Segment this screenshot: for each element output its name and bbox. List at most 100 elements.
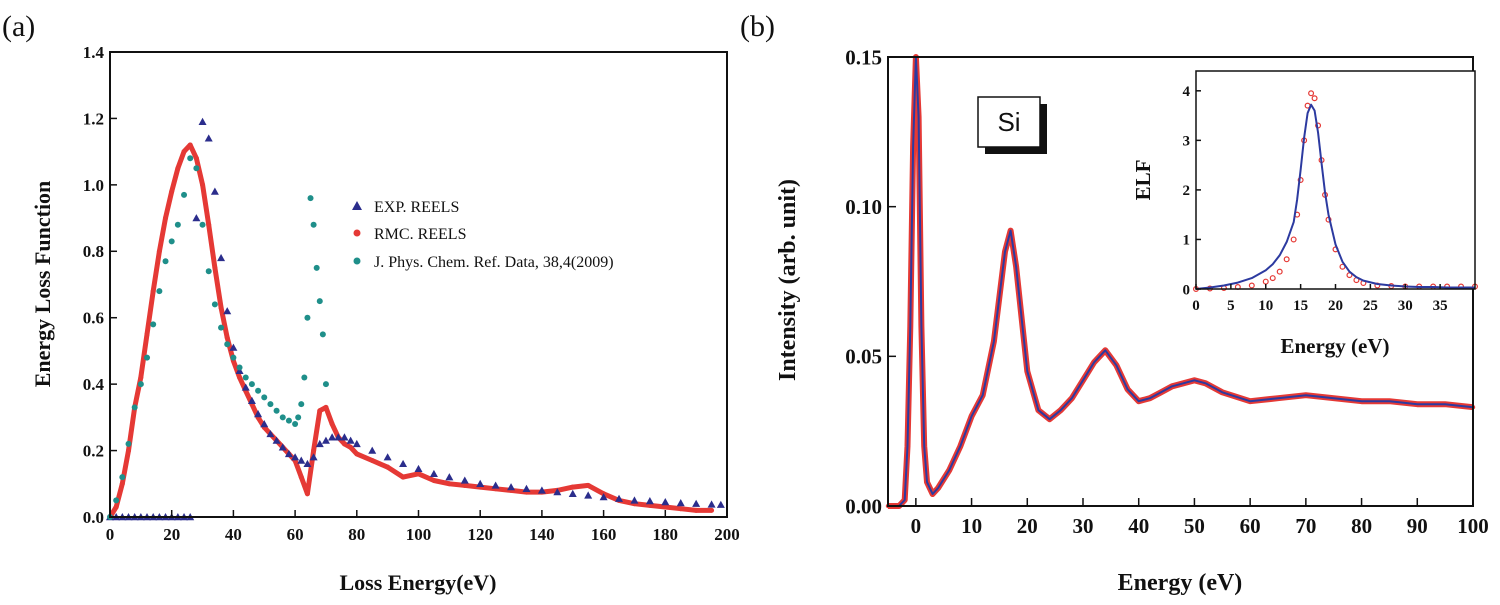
inset-y-tick-label: 3	[1183, 134, 1191, 150]
si-annotation-box: Si	[977, 96, 1047, 154]
panel-a-y-tick-label: 0.4	[83, 375, 105, 394]
elf-data-point	[1269, 275, 1276, 282]
panel-a-x-tick-label: 20	[163, 525, 180, 544]
jpcrd-point	[119, 474, 126, 481]
exp-reels-point	[198, 117, 207, 125]
panel-a-x-tick-label: 0	[106, 525, 115, 544]
panel-a: (a) 0 20 40 60 80 100 120 140 160 180 200 0.00.20.…	[2, 10, 740, 595]
rmc-reels-point	[200, 182, 206, 188]
jpcrd-point	[162, 258, 169, 265]
exp-reels-point	[229, 343, 238, 351]
elf-data-point	[1290, 236, 1297, 243]
jpcrd-point	[113, 497, 120, 504]
exp-reels-point	[297, 456, 306, 464]
panel-b-y-ticks: 0.00 0.05 0.10 0.15	[845, 45, 896, 518]
panel-b-y-axis-title: Intensity (arb. unit)	[775, 179, 801, 381]
rmc-reels-point	[570, 484, 576, 490]
exp-reels-point	[266, 429, 275, 438]
inset-x-tick-label: 5	[1227, 298, 1235, 314]
jpcrd-point	[301, 374, 308, 381]
elf-data-point	[1262, 278, 1269, 285]
jpcrd-point	[298, 401, 305, 408]
jpcrd-point	[285, 417, 292, 424]
elf-data-point	[1248, 282, 1255, 289]
panel-a-x-tick-label: 100	[406, 525, 432, 544]
inset-x-tick-label: 15	[1293, 298, 1308, 314]
rmc-reels-point	[585, 482, 591, 488]
rmc-reels-point	[369, 458, 375, 464]
jpcrd-point	[279, 414, 286, 421]
inset-x-tick-label: 30	[1398, 298, 1413, 314]
rmc-reels-point	[354, 451, 360, 457]
rmc-reels-point	[144, 331, 150, 337]
rmc-reels-point	[323, 404, 329, 410]
panel-b-marks	[885, 54, 1476, 509]
jpcrd-point	[125, 440, 132, 447]
exp-reels-point	[645, 497, 654, 505]
panel-b-x-tick-label: 0	[911, 514, 922, 538]
exp-reels-point	[491, 481, 500, 489]
jpcrd-point	[242, 374, 249, 381]
exp-reels-point	[399, 459, 408, 468]
exp-reels-point	[284, 449, 293, 458]
exp-reels-point	[507, 483, 516, 491]
panel-b-x-tick-label: 100	[1457, 514, 1489, 538]
panel-a-y-ticks: 0.0 0.2 0.4 0.6 0.8 1.0 1.2 1.4	[83, 43, 117, 527]
si-box	[977, 96, 1041, 148]
rmc-reels-point	[156, 248, 162, 254]
panel-a-marks	[106, 117, 725, 521]
rmc-reels-point	[138, 375, 144, 380]
panel-b-x-tick-label: 60	[1240, 514, 1261, 538]
jpcrd-point	[295, 414, 302, 421]
jpcrd-point	[205, 268, 212, 275]
exp-reels-point	[414, 464, 423, 473]
inset-y-tick-label: 1	[1183, 233, 1191, 249]
exp-reels-point	[352, 439, 361, 448]
panel-a-y-tick-label: 0.6	[83, 309, 104, 328]
rmc-reels-point	[126, 448, 132, 454]
panel-b-x-axis-title: Energy (eV)	[1118, 570, 1243, 596]
rmc-reels-point	[193, 155, 199, 161]
exp-reels-point	[460, 476, 469, 484]
legend-label-jpcrd: J. Phys. Chem. Ref. Data, 38,4(2009)	[374, 254, 614, 271]
rmc-reels-point	[348, 444, 354, 450]
panel-a-legend: EXP. REELS RMC. REELS J. Phys. Chem. Ref…	[352, 199, 614, 271]
panel-b-x-tick-label: 80	[1351, 514, 1372, 538]
exp-reels-point	[716, 500, 725, 508]
exp-reels-point	[707, 500, 716, 508]
exp-reels-point	[247, 396, 256, 404]
exp-reels-point	[260, 420, 269, 428]
inset-y-tick-label: 2	[1183, 183, 1191, 199]
panel-b-label: (b)	[740, 10, 775, 43]
elf-data-point	[1276, 268, 1283, 275]
exp-reels-point	[309, 453, 318, 461]
panel-b-x-tick-label: 50	[1184, 514, 1205, 538]
rmc-reels-point	[175, 165, 181, 171]
rmc-reels-point	[163, 215, 169, 221]
exp-reels-point	[445, 473, 454, 481]
exp-reels-point	[368, 446, 377, 454]
exp-reels-point	[303, 459, 312, 468]
jpcrd-point	[273, 407, 280, 414]
inset-x-tick-label: 35	[1433, 298, 1448, 314]
exp-reels-point	[217, 253, 226, 262]
rmc-reels-point	[709, 507, 715, 513]
exp-reels-point	[568, 489, 577, 497]
rmc-reels-point	[693, 507, 699, 513]
panel-b-y-tick-label: 0.10	[845, 195, 882, 219]
inset-x-tick-label: 25	[1363, 298, 1378, 314]
elf-data-point	[1311, 95, 1318, 102]
inset-x-tick-label: 20	[1328, 298, 1343, 314]
jpcrd-point	[174, 221, 181, 228]
panel-a-x-tick-label: 160	[591, 525, 617, 544]
rmc-reels-point	[212, 265, 218, 271]
panel-b-x-tick-label: 70	[1295, 514, 1316, 538]
jpcrd-point	[187, 155, 194, 162]
panel-a-x-tick-label: 180	[653, 525, 679, 544]
inset-y-tick-label: 0	[1183, 282, 1191, 298]
inset-x-tick-label: 0	[1192, 298, 1200, 314]
panel-b-x-tick-label: 20	[1017, 514, 1038, 538]
exp-reels-point	[278, 443, 287, 451]
jpcrd-point	[211, 301, 218, 308]
